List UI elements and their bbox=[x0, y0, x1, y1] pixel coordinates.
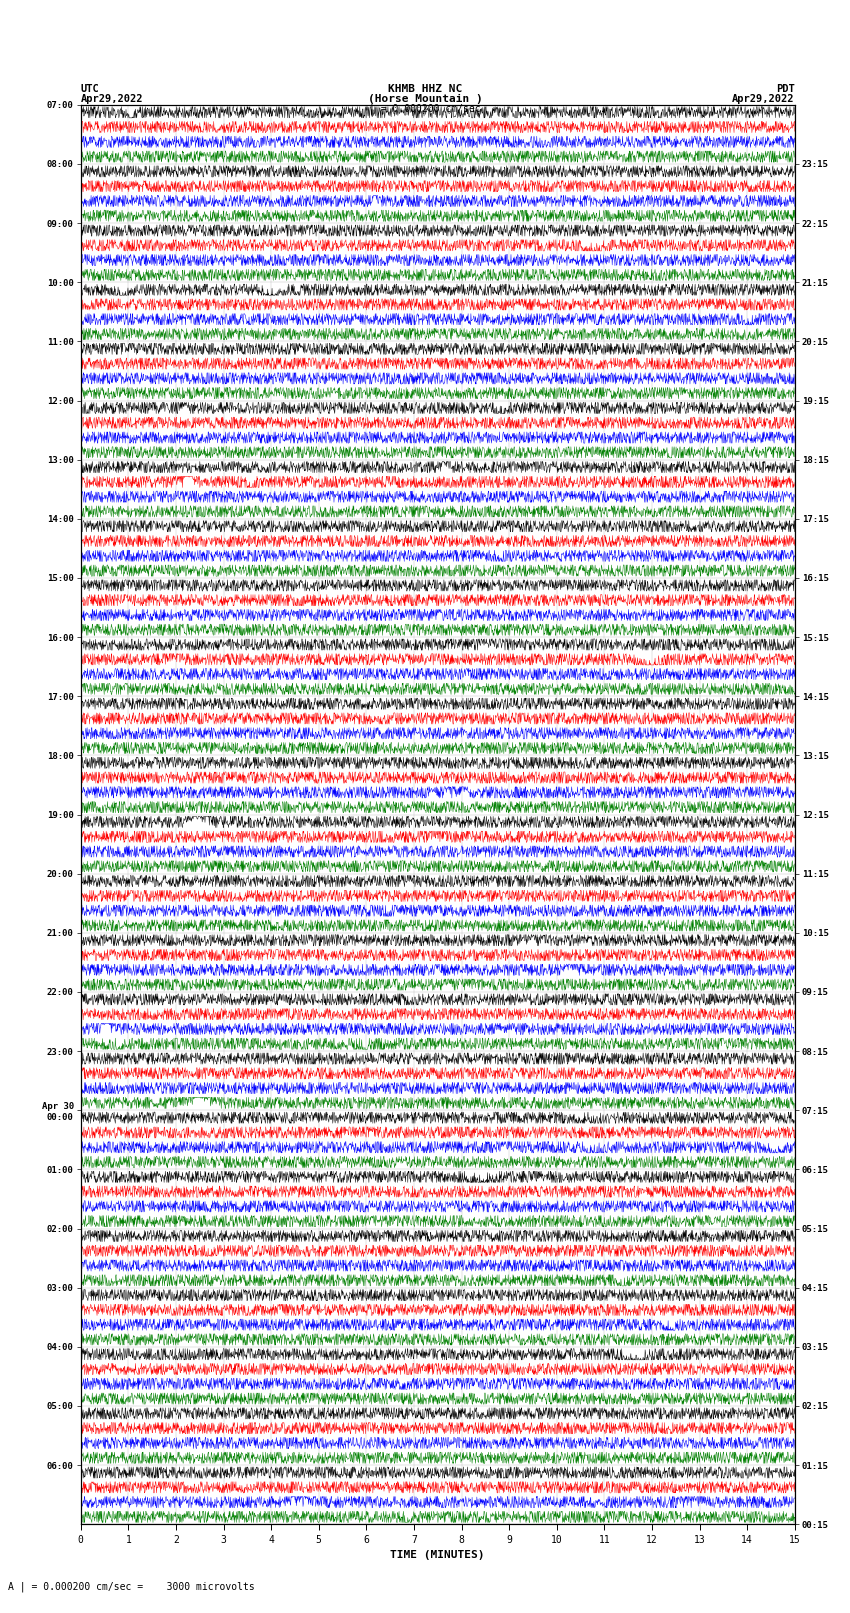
Text: | = 0.000200 cm/sec: | = 0.000200 cm/sec bbox=[369, 103, 481, 113]
Text: PDT: PDT bbox=[776, 84, 795, 94]
Text: Apr29,2022: Apr29,2022 bbox=[732, 94, 795, 105]
Text: Apr29,2022: Apr29,2022 bbox=[81, 94, 144, 105]
X-axis label: TIME (MINUTES): TIME (MINUTES) bbox=[390, 1550, 485, 1560]
Text: (Horse Mountain ): (Horse Mountain ) bbox=[367, 94, 483, 105]
Text: KHMB HHZ NC: KHMB HHZ NC bbox=[388, 84, 462, 94]
Text: A | = 0.000200 cm/sec =    3000 microvolts: A | = 0.000200 cm/sec = 3000 microvolts bbox=[8, 1581, 255, 1592]
Text: UTC: UTC bbox=[81, 84, 99, 94]
